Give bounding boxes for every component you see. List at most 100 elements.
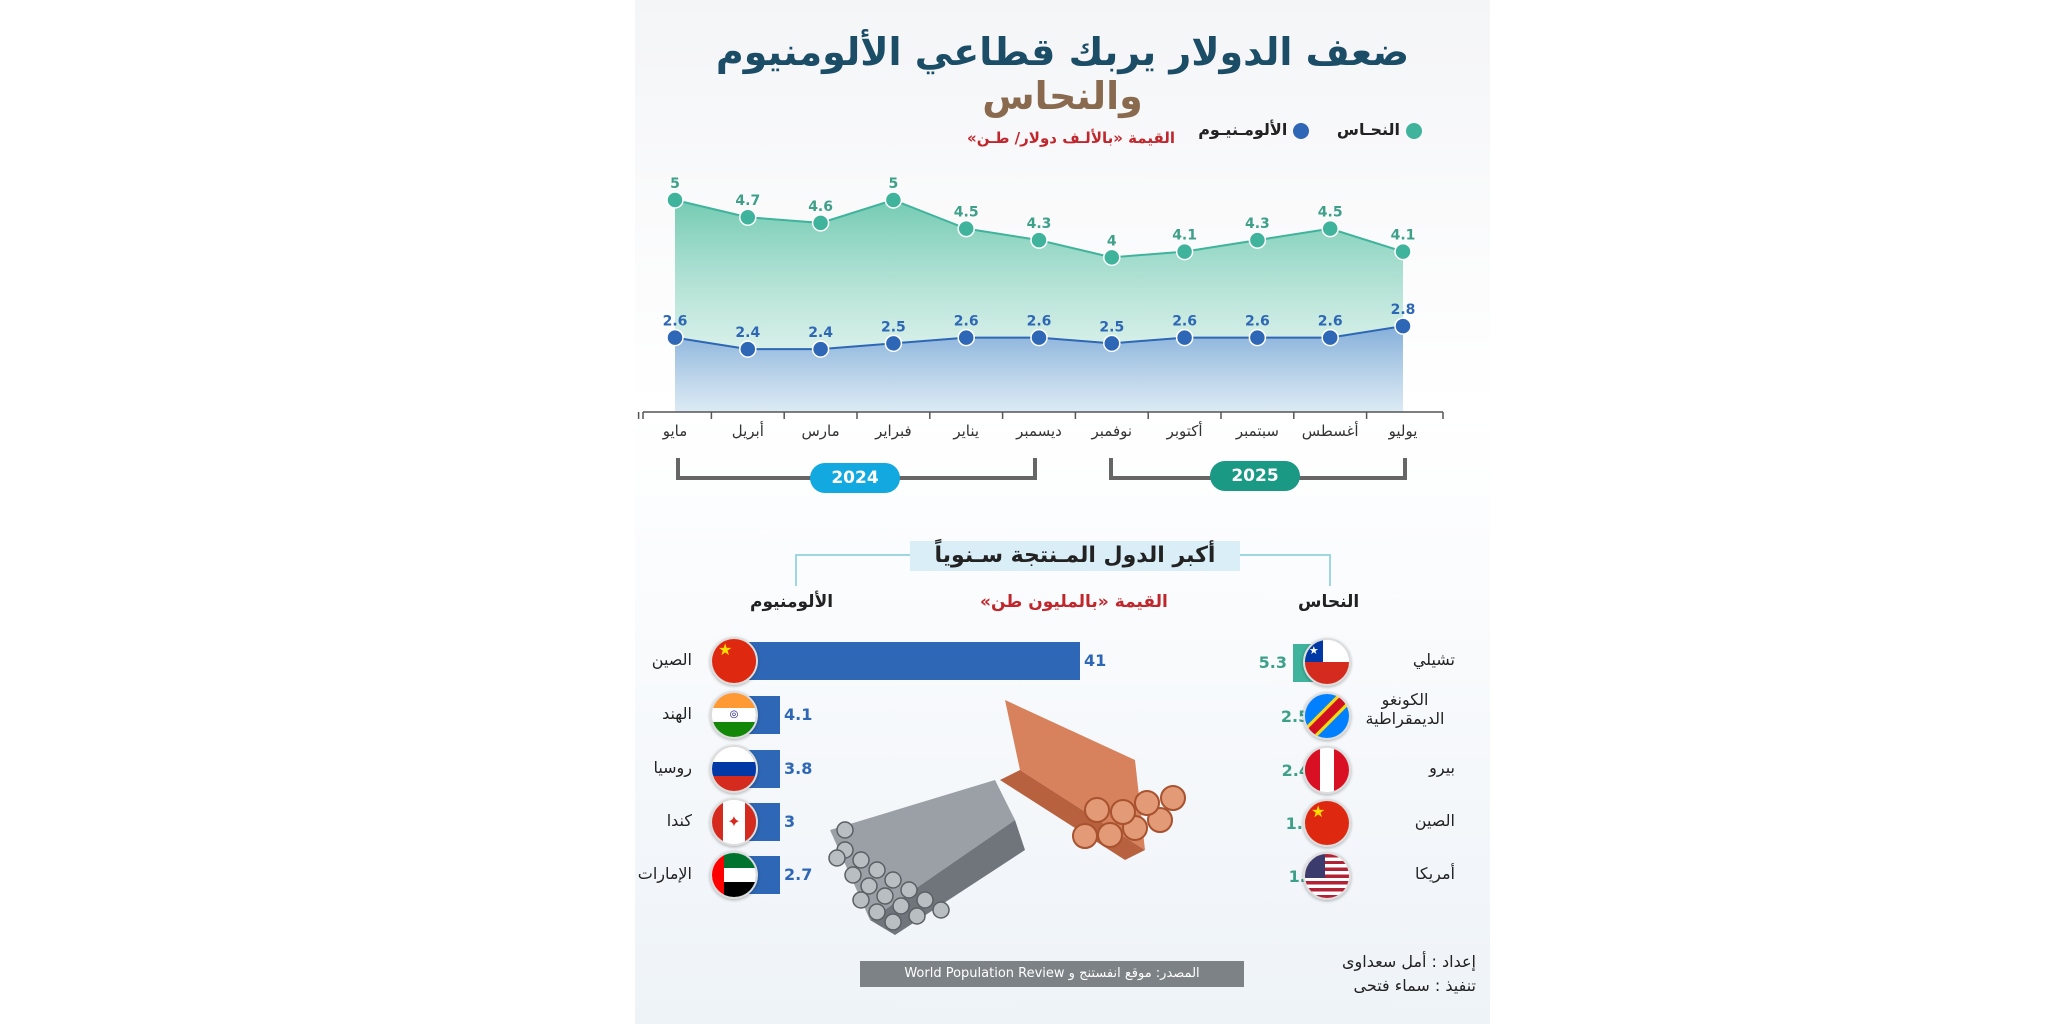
- data-label: 4.5: [954, 205, 979, 221]
- data-point: [811, 340, 830, 358]
- section-divider-right-drop: [1329, 554, 1331, 586]
- section-divider-right: [1240, 554, 1330, 556]
- producers-unit-label: القيمة «بالمليون طن»: [980, 592, 1168, 612]
- x-tick-label: سبتمبر: [1235, 422, 1279, 440]
- data-point: [811, 214, 830, 232]
- data-label: 2.5: [881, 319, 906, 335]
- china-flag-icon: ★: [1303, 799, 1351, 847]
- data-label: 2.6: [663, 314, 688, 330]
- copper-country-name: تشيلي: [1412, 650, 1455, 669]
- data-point: [884, 334, 903, 353]
- data-point: [739, 340, 757, 358]
- copper-bar-value: 2.4: [1281, 761, 1310, 780]
- copper-country-name: بيرو: [1429, 758, 1455, 777]
- data-label: 4.1: [1391, 228, 1416, 244]
- data-label: 2.6: [1172, 314, 1197, 330]
- x-tick-label: يوليو: [1388, 422, 1418, 440]
- x-tick-label: فبراير: [874, 422, 912, 440]
- data-point: [1394, 317, 1412, 335]
- aluminum-bar: [744, 642, 1080, 680]
- legend-copper-label: النحـاس: [1336, 120, 1400, 139]
- data-point: [1248, 231, 1267, 249]
- legend-aluminum: الألومـنيـوم: [1198, 120, 1310, 139]
- section-divider-left: [795, 554, 910, 556]
- credit-prepared: إعداد : أمل سعداوى: [1342, 952, 1476, 971]
- data-point: [666, 191, 684, 209]
- peru-flag-icon: [1303, 746, 1351, 794]
- data-label: 4: [1107, 233, 1117, 249]
- line-chart: يوليو أغسطس سبتمبر أكتوبر نوفمبر ديسمبر يناير ف…: [637, 176, 1444, 440]
- data-point: [884, 191, 903, 209]
- aluminum-bar-value: 41: [1084, 651, 1107, 670]
- data-label: 2.5: [1099, 319, 1124, 335]
- data-point: [1321, 219, 1339, 238]
- copper-column-label: النحاس: [1298, 592, 1360, 612]
- aluminum-dot-icon: [1293, 122, 1310, 139]
- aluminum-country-name: الصين: [651, 650, 692, 669]
- year-2025-badge: 2025: [1210, 461, 1300, 491]
- data-point: [1175, 328, 1194, 347]
- credits: إعداد : أمل سعداوى تنفيذ : سماء فتحى: [1342, 950, 1476, 998]
- section-divider-left-drop: [795, 554, 797, 586]
- series-area-1: [675, 326, 1403, 412]
- x-tick-label: مارس: [802, 422, 840, 440]
- chart-legend: النحـاس الألومـنيـوم: [1176, 120, 1422, 139]
- title-main: ضعف الدولار يربك قطاعي الألومنيوم: [715, 30, 1410, 74]
- legend-copper: النحـاس: [1337, 120, 1422, 139]
- data-point: [1394, 242, 1412, 261]
- data-label: 2.8: [1391, 302, 1416, 318]
- x-tick-label: أكتوبر: [1166, 421, 1203, 440]
- data-label: 4.1: [1172, 228, 1197, 244]
- data-point: [1103, 248, 1121, 267]
- data-label: 4.7: [735, 193, 760, 209]
- copper-dot-icon: [1406, 122, 1422, 139]
- copper-bar-value: 5.3: [1258, 653, 1287, 672]
- title-accent: والنحاس: [982, 74, 1143, 118]
- x-tick-label: أغسطس: [1302, 421, 1359, 440]
- copper-country-name: الكونغو الديمقراطية: [1365, 690, 1445, 728]
- data-label: 4.6: [808, 199, 833, 215]
- data-label: 2.4: [808, 325, 833, 341]
- aluminum-bar-value: 2.7: [784, 865, 813, 884]
- data-point: [1030, 328, 1048, 347]
- data-point: [1248, 328, 1267, 347]
- data-point: [1103, 334, 1121, 353]
- chart-unit-label: القيمة «بالألـف دولار/ طـن»: [967, 129, 1176, 147]
- chile-flag-icon: ★: [1303, 638, 1351, 686]
- source-note: المصدر: موقع انفستنج و World Population …: [860, 961, 1244, 987]
- data-point: [739, 208, 757, 226]
- india-flag-icon: ◎: [710, 691, 758, 739]
- producers-title: أكبر الدول المـنتجة سـنوياً: [910, 541, 1240, 571]
- aluminum-rods: [828, 780, 1025, 935]
- aluminum-country-name: الهند: [662, 704, 692, 723]
- x-tick-label: أبريل: [732, 421, 764, 440]
- data-point: [1175, 242, 1194, 261]
- aluminum-country-name: كندا: [666, 811, 692, 830]
- data-label: 2.4: [735, 325, 760, 341]
- canada-flag-icon: ✦: [710, 798, 758, 846]
- infographic: ضعف الدولار يربك قطاعي الألومنيوم والنحا…: [635, 0, 1490, 1024]
- page-title: ضعف الدولار يربك قطاعي الألومنيوم والنحا…: [635, 30, 1490, 118]
- aluminum-country-name: روسيا: [653, 758, 692, 777]
- china-flag-icon: ★: [710, 637, 758, 685]
- aluminum-bar-value: 3: [784, 812, 796, 831]
- aluminum-column-label: الألومنيوم: [750, 592, 834, 612]
- data-point: [1321, 328, 1339, 347]
- data-point: [957, 219, 975, 238]
- data-label: 2.6: [954, 314, 979, 330]
- aluminum-country-name: الإمارات: [637, 864, 692, 883]
- copper-country-name: أمريكا: [1414, 864, 1455, 883]
- data-label: 2.6: [1318, 314, 1343, 330]
- copper-bar-value: 2.5: [1280, 707, 1310, 726]
- data-label: 2.6: [1245, 314, 1270, 330]
- legend-aluminum-label: الألومـنيـوم: [1198, 120, 1288, 139]
- credit-design: تنفيذ : سماء فتحى: [1353, 976, 1476, 995]
- x-tick-label: ديسمبر: [1015, 422, 1062, 440]
- data-label: 4.3: [1027, 216, 1052, 232]
- data-label: 2.6: [1027, 314, 1052, 330]
- metal-rods-illustration: [828, 700, 1186, 935]
- data-point: [666, 328, 684, 347]
- aluminum-bar-value: 3.8: [784, 759, 813, 778]
- russia-flag-icon: [710, 745, 758, 793]
- copper-rods: [1000, 700, 1186, 860]
